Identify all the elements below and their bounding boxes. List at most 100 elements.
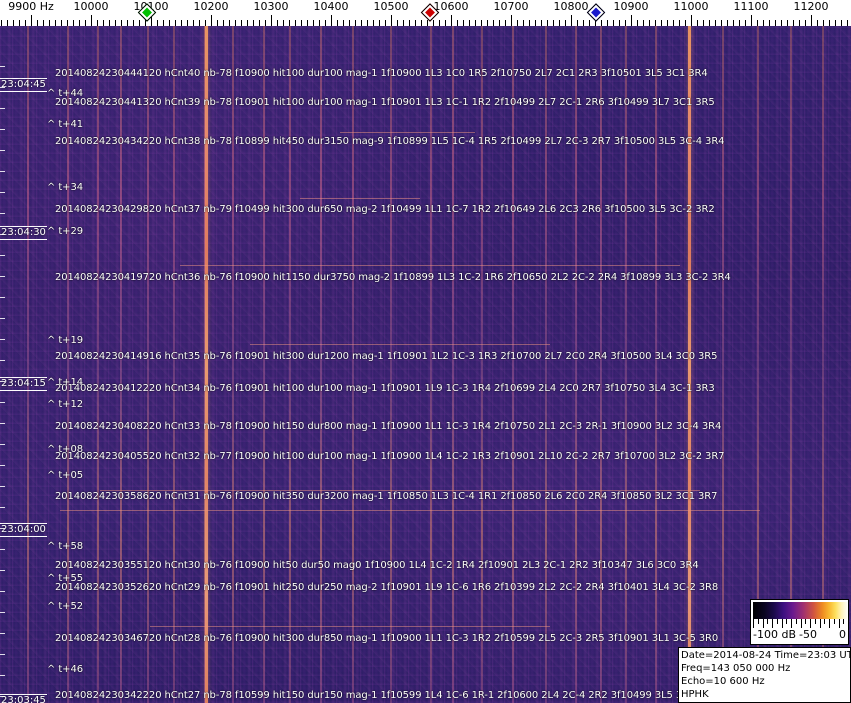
axis-tick-minor bbox=[769, 20, 770, 26]
axis-tick-minor bbox=[685, 20, 686, 26]
time-offset-marker: ^ t+55 bbox=[47, 573, 83, 584]
colorbar-tick bbox=[848, 619, 849, 628]
axis-tick-minor bbox=[679, 20, 680, 26]
axis-tick-minor bbox=[529, 20, 530, 26]
axis-tick-minor bbox=[727, 20, 728, 26]
axis-tick-minor bbox=[703, 20, 704, 26]
time-edge-tick bbox=[0, 339, 5, 340]
time-axis-label: 23:04:00 bbox=[0, 523, 47, 537]
echo-trace bbox=[150, 626, 550, 627]
axis-tick-minor bbox=[427, 20, 428, 26]
axis-tick-major bbox=[511, 15, 512, 26]
axis-tick-minor bbox=[733, 20, 734, 26]
carrier-line bbox=[575, 26, 577, 703]
time-edge-tick bbox=[0, 444, 5, 445]
echo-trace bbox=[180, 265, 680, 266]
carrier-line bbox=[27, 26, 29, 703]
axis-tick-minor bbox=[595, 20, 596, 26]
echo-trace bbox=[60, 510, 760, 511]
carrier-line bbox=[173, 26, 175, 703]
axis-tick-minor bbox=[643, 20, 644, 26]
time-edge-tick bbox=[0, 150, 5, 151]
axis-tick-minor bbox=[421, 20, 422, 26]
axis-tick-minor bbox=[37, 20, 38, 26]
axis-tick-minor bbox=[361, 20, 362, 26]
axis-tick-minor bbox=[235, 20, 236, 26]
axis-tick-minor bbox=[745, 20, 746, 26]
echo-trace bbox=[300, 198, 420, 199]
axis-tick-minor bbox=[829, 20, 830, 26]
axis-tick-label: 10600 bbox=[433, 0, 469, 13]
axis-tick-minor bbox=[577, 20, 578, 26]
colorbar-tick bbox=[777, 619, 778, 624]
axis-tick-major bbox=[211, 15, 212, 26]
waterfall-display[interactable]: 20140824230444120 hCnt40 nb-78 f10900 hi… bbox=[0, 26, 851, 703]
axis-tick-minor bbox=[403, 20, 404, 26]
axis-tick-label: 11000 bbox=[673, 0, 709, 13]
axis-tick-minor bbox=[85, 20, 86, 26]
hit-record-line: 20140824230412220 hCnt34 nb-76 f10901 hi… bbox=[55, 383, 715, 394]
colorbar-max-label: 0 bbox=[839, 628, 846, 641]
frequency-axis-ruler[interactable]: 9900 Hz100001010010200103001040010500106… bbox=[0, 0, 851, 26]
axis-tick-major bbox=[271, 15, 272, 26]
colorbar-ticks bbox=[753, 619, 849, 628]
time-edge-tick bbox=[0, 108, 5, 109]
axis-tick-minor bbox=[487, 20, 488, 26]
axis-tick-minor bbox=[541, 20, 542, 26]
axis-tick-minor bbox=[775, 20, 776, 26]
axis-tick-minor bbox=[115, 20, 116, 26]
axis-tick-minor bbox=[433, 20, 434, 26]
intensity-colorbar: -100 dB -50 0 bbox=[750, 599, 849, 645]
time-edge-tick bbox=[0, 507, 5, 508]
carrier-line bbox=[352, 26, 354, 703]
blue-marker[interactable] bbox=[586, 3, 606, 22]
axis-tick-minor bbox=[661, 20, 662, 26]
axis-tick-label: 10900 bbox=[613, 0, 649, 13]
axis-tick-minor bbox=[583, 20, 584, 26]
axis-tick-minor bbox=[253, 20, 254, 26]
time-edge-tick bbox=[0, 297, 5, 298]
axis-tick-minor bbox=[625, 20, 626, 26]
axis-tick-minor bbox=[49, 20, 50, 26]
axis-tick-minor bbox=[517, 20, 518, 26]
axis-tick-minor bbox=[313, 20, 314, 26]
axis-tick-minor bbox=[145, 20, 146, 26]
axis-tick-minor bbox=[781, 20, 782, 26]
axis-tick-minor bbox=[397, 20, 398, 26]
axis-tick-minor bbox=[169, 20, 170, 26]
axis-tick-minor bbox=[289, 20, 290, 26]
hit-record-line: 20140824230408220 hCnt33 nb-78 f10900 hi… bbox=[55, 421, 722, 432]
carrier-line bbox=[430, 26, 432, 703]
axis-tick-label: 11100 bbox=[733, 0, 769, 13]
carrier-line bbox=[481, 26, 483, 703]
axis-tick-major bbox=[451, 15, 452, 26]
time-offset-marker: ^ t+41 bbox=[47, 119, 83, 130]
colorbar-tick bbox=[834, 619, 835, 624]
colorbar-tick bbox=[815, 619, 816, 624]
hit-record-line: 20140824230441320 hCnt39 nb-78 f10901 hi… bbox=[55, 97, 715, 108]
carrier-line bbox=[147, 26, 149, 703]
colorbar-tick bbox=[796, 619, 797, 624]
axis-tick-minor bbox=[505, 20, 506, 26]
colorbar-tick bbox=[829, 619, 830, 628]
axis-tick-minor bbox=[799, 20, 800, 26]
colorbar-gradient bbox=[753, 602, 848, 619]
axis-tick-minor bbox=[307, 20, 308, 26]
colorbar-min-label: -100 dB bbox=[753, 628, 796, 641]
axis-tick-minor bbox=[217, 20, 218, 26]
hit-record-line: 20140824230358620 hCnt31 nb-76 f10900 hi… bbox=[55, 491, 718, 502]
hit-record-line: 20140824230352620 hCnt29 nb-76 f10901 hi… bbox=[55, 582, 719, 593]
time-edge-tick bbox=[0, 423, 5, 424]
hit-record-line: 20140824230419720 hCnt36 nb-76 f10900 hi… bbox=[55, 272, 731, 283]
info-echo: Echo=10 600 Hz bbox=[681, 676, 765, 687]
axis-tick-minor bbox=[43, 20, 44, 26]
station-info-box: Date=2014-08-24 Time=23:03 UTC Freq=143 … bbox=[678, 647, 851, 703]
time-edge-tick bbox=[0, 360, 5, 361]
time-offset-marker: ^ t+08 bbox=[47, 444, 83, 455]
axis-tick-minor bbox=[1, 20, 2, 26]
axis-tick-minor bbox=[841, 20, 842, 26]
axis-tick-minor bbox=[55, 20, 56, 26]
axis-tick-minor bbox=[553, 20, 554, 26]
hit-record-line: 20140824230355120 hCnt30 nb-76 f10900 hi… bbox=[55, 560, 699, 571]
time-offset-marker: ^ t+46 bbox=[47, 664, 83, 675]
